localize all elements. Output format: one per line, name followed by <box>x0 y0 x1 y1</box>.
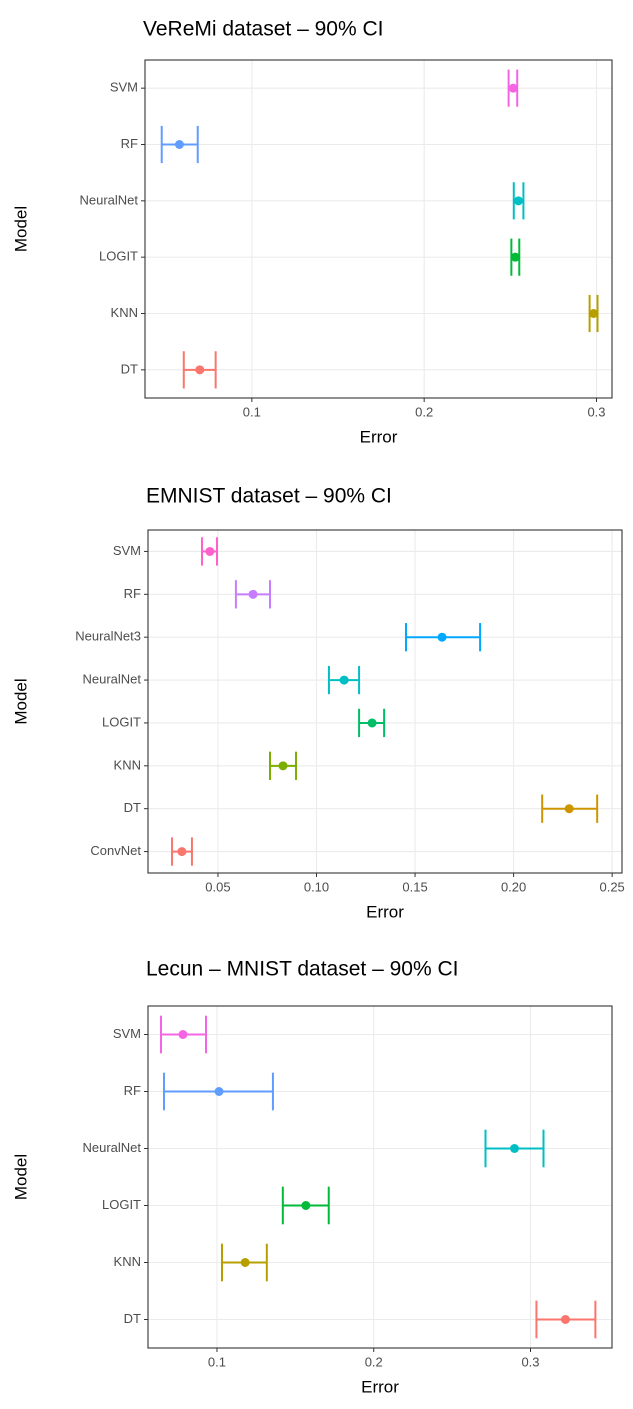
x-tick-label: 0.10 <box>304 879 329 894</box>
y-tick-label: RF <box>124 1083 141 1098</box>
point <box>205 546 215 556</box>
point <box>367 718 377 728</box>
y-tick-label: LOGIT <box>102 1197 141 1212</box>
y-tick-label: DT <box>124 1311 141 1326</box>
x-axis-title: Error <box>360 427 398 446</box>
point <box>195 365 205 375</box>
y-axis-title: Model <box>11 678 30 724</box>
point <box>510 252 520 262</box>
y-axis-title: Model <box>11 206 30 252</box>
y-axis-title: Model <box>11 1154 30 1200</box>
x-axis-title: Error <box>366 902 404 921</box>
point <box>278 761 288 771</box>
point <box>214 1087 224 1096</box>
point <box>301 1201 311 1210</box>
x-tick-label: 0.1 <box>208 1354 226 1369</box>
y-tick-label: NeuralNet <box>82 672 141 687</box>
y-tick-label: DT <box>124 800 141 815</box>
x-tick-label: 0.2 <box>365 1354 383 1369</box>
y-tick-label: NeuralNet <box>82 1140 141 1155</box>
y-tick-label: LOGIT <box>102 714 141 729</box>
chart-title: VeReMi dataset – 90% CI <box>143 18 383 41</box>
y-tick-label: KNN <box>114 757 141 772</box>
y-tick-label: SVM <box>113 543 141 558</box>
y-tick-label: RF <box>124 586 141 601</box>
y-tick-label: LOGIT <box>99 249 138 264</box>
point <box>560 1315 570 1324</box>
x-tick-label: 0.3 <box>521 1354 539 1369</box>
panel-border <box>147 529 623 874</box>
y-tick-label: KNN <box>111 305 138 320</box>
chart-title: Lecun – MNIST dataset – 90% CI <box>146 958 458 981</box>
y-tick-label: NeuralNet <box>79 192 138 207</box>
point <box>437 632 447 642</box>
y-tick-label: RF <box>121 136 138 151</box>
y-tick-label: KNN <box>114 1254 141 1269</box>
x-tick-label: 0.2 <box>415 404 433 419</box>
point <box>339 675 349 685</box>
point <box>564 804 574 814</box>
x-tick-label: 0.20 <box>501 879 526 894</box>
x-axis-title: Error <box>361 1377 399 1396</box>
x-tick-label: 0.3 <box>587 404 605 419</box>
x-tick-label: 0.15 <box>402 879 427 894</box>
point <box>513 196 523 206</box>
y-tick-label: DT <box>121 361 138 376</box>
panel-border <box>147 1005 613 1349</box>
x-tick-label: 0.1 <box>243 404 261 419</box>
point <box>177 847 187 857</box>
y-tick-label: SVM <box>110 80 138 95</box>
point <box>509 1144 519 1153</box>
x-tick-label: 0.05 <box>205 879 230 894</box>
point <box>174 140 184 149</box>
panel-border <box>144 59 613 399</box>
y-tick-label: NeuralNet3 <box>75 629 141 644</box>
y-tick-label: ConvNet <box>90 843 141 858</box>
chart-title: EMNIST dataset – 90% CI <box>146 485 392 508</box>
point <box>248 589 258 599</box>
point <box>178 1030 188 1039</box>
x-tick-label: 0.25 <box>599 879 624 894</box>
y-tick-label: SVM <box>113 1026 141 1041</box>
point <box>508 83 518 93</box>
point <box>589 309 599 318</box>
point <box>240 1258 250 1267</box>
